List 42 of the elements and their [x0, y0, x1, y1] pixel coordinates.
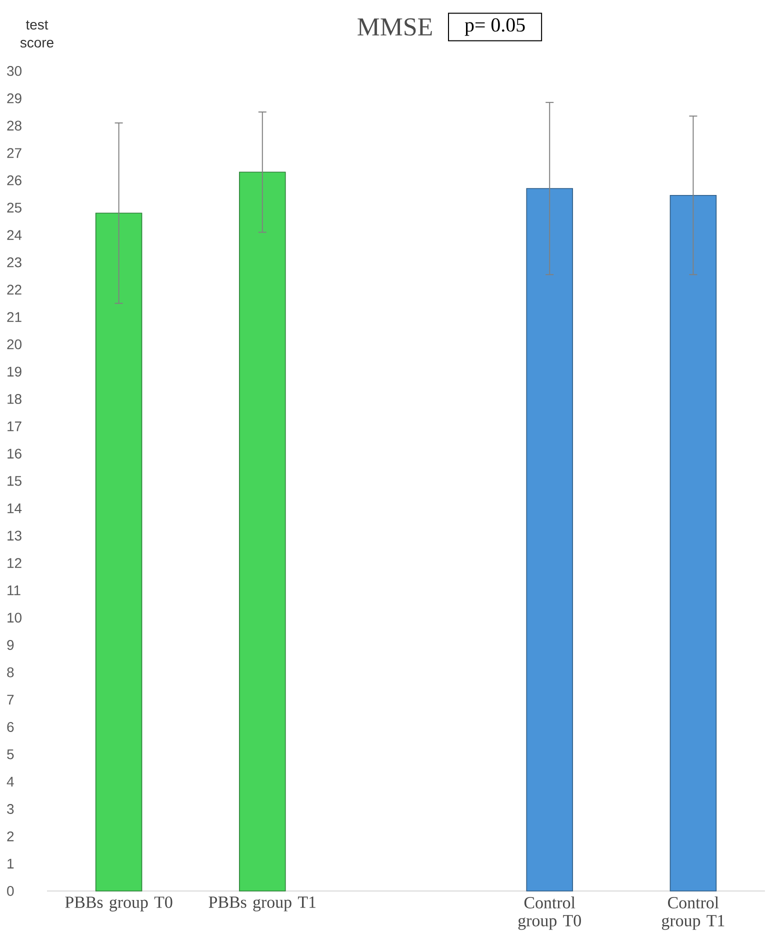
y-tick-label: 23	[7, 257, 22, 268]
y-tick-label: 13	[8, 530, 22, 541]
y-tick-label: 5	[7, 749, 14, 760]
y-tick-label: 11	[8, 586, 20, 596]
y-tick-label: 26	[7, 175, 22, 186]
y-tick-label: 1	[8, 858, 14, 868]
y-tick-label: 24	[7, 230, 22, 240]
x-tick-label: Control group T0	[518, 896, 581, 930]
y-tick-label: 19	[8, 366, 22, 377]
y-axis-title: test score	[20, 20, 54, 48]
y-tick-label: 30	[7, 66, 22, 76]
chart-title: MMSE	[358, 18, 432, 36]
y-tick-label: 3	[7, 804, 14, 814]
y-tick-label: 17	[8, 422, 22, 432]
y-tick-label: 18	[8, 394, 22, 404]
bar	[239, 172, 286, 892]
y-tick-label: 6	[7, 722, 14, 732]
y-tick-label: 2	[7, 831, 14, 842]
text: p= 0.05	[464, 18, 525, 36]
x-tick-label: PBBs group T0	[65, 896, 172, 912]
y-tick-label: 7	[7, 694, 14, 704]
y-tick-label: 8	[7, 667, 14, 678]
y-tick-label: 15	[8, 476, 22, 486]
y-tick-label: 10	[8, 612, 22, 623]
y-tick-label: 14	[8, 504, 22, 514]
y-tick-label: 12	[8, 558, 22, 568]
y-tick-label: 27	[7, 148, 22, 158]
x-tick-label: Control group T1	[662, 896, 724, 930]
x-tick-label: PBBs group T1	[208, 896, 316, 912]
y-tick-label: 16	[8, 448, 22, 459]
bar	[526, 188, 573, 892]
y-tick-label: 20	[7, 339, 22, 350]
y-tick-label: 29	[7, 93, 22, 104]
y-tick-label: 0	[7, 886, 14, 896]
y-tick-label: 25	[7, 202, 22, 213]
y-tick-label: 22	[7, 284, 22, 295]
y-tick-label: 21	[7, 312, 22, 322]
bar	[670, 194, 717, 892]
y-tick-label: 9	[7, 640, 14, 650]
y-tick-label: 4	[6, 776, 14, 786]
bar	[95, 212, 142, 892]
y-tick-label: 28	[7, 120, 22, 131]
